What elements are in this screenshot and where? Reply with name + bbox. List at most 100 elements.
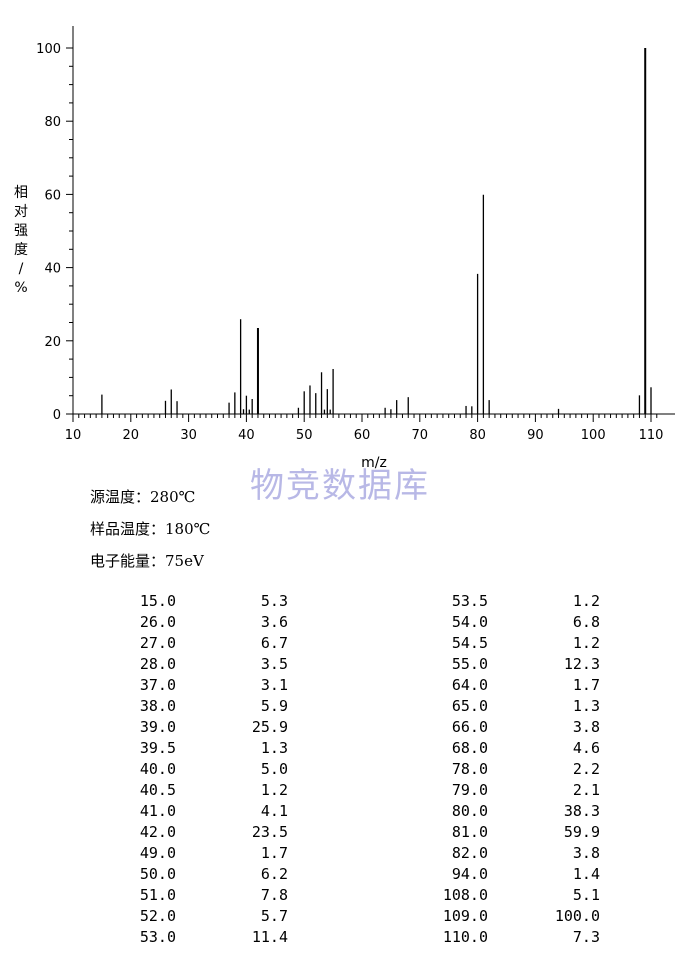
- mz-cell: 51.0: [139, 886, 176, 904]
- y-axis-label-char: 度: [14, 242, 28, 258]
- intensity-cell: 38.3: [563, 802, 600, 820]
- mz-cell: 50.0: [139, 865, 176, 883]
- mz-cell: 41.0: [139, 802, 176, 820]
- intensity-cell: 1.2: [572, 592, 600, 610]
- intensity-cell: 5.3: [260, 592, 288, 610]
- intensity-cell: 3.1: [260, 676, 288, 694]
- table-row: 53.0 11.4: [90, 927, 288, 948]
- watermark-text: 物竞数据库: [250, 466, 430, 506]
- intensity-cell: 3.8: [572, 718, 600, 736]
- intensity-cell: 3.8: [572, 844, 600, 862]
- mz-cell: 55.0: [451, 655, 488, 673]
- table-row: 50.0 6.2: [90, 864, 288, 885]
- x-tick-label: 80: [469, 428, 486, 443]
- intensity-cell: 59.9: [563, 823, 600, 841]
- table-row: 26.0 3.6: [90, 612, 288, 633]
- table-row: 51.0 7.8: [90, 885, 288, 906]
- table-row: 40.5 1.2: [90, 780, 288, 801]
- table-row: 64.0 1.7: [402, 675, 600, 696]
- plot-frame: [72, 26, 675, 415]
- table-row: 38.0 5.9: [90, 696, 288, 717]
- intensity-cell: 1.3: [572, 697, 600, 715]
- mz-cell: 81.0: [451, 823, 488, 841]
- x-tick-label: 70: [412, 428, 429, 443]
- table-row: 82.0 3.8: [402, 843, 600, 864]
- mz-cell: 80.0: [451, 802, 488, 820]
- table-row: 37.0 3.1: [90, 675, 288, 696]
- table-row: 55.0 12.3: [402, 654, 600, 675]
- mz-cell: 66.0: [451, 718, 488, 736]
- y-axis-label-char: 对: [14, 204, 28, 220]
- x-tick-label: 50: [296, 428, 313, 443]
- mz-cell: 39.5: [139, 739, 176, 757]
- intensity-cell: 11.4: [251, 928, 288, 946]
- intensity-cell: 1.3: [260, 739, 288, 757]
- table-row: 15.0 5.3: [90, 591, 288, 612]
- condition-line: 样品温度：180℃: [90, 518, 210, 539]
- table-row: 68.0 4.6: [402, 738, 600, 759]
- intensity-cell: 1.7: [260, 844, 288, 862]
- mz-cell: 27.0: [139, 634, 176, 652]
- intensity-cell: 3.5: [260, 655, 288, 673]
- condition-line: 源温度：280℃: [90, 486, 195, 507]
- condition-value: 75eV: [165, 552, 204, 570]
- table-row: 41.0 4.1: [90, 801, 288, 822]
- intensity-cell: 12.3: [563, 655, 600, 673]
- y-tick-label: 40: [44, 262, 61, 277]
- mz-cell: 109.0: [442, 907, 488, 925]
- condition-value: 180℃: [165, 520, 211, 538]
- condition-line: 电子能量：75eV: [90, 550, 204, 571]
- table-row: 80.0 38.3: [402, 801, 600, 822]
- intensity-cell: 4.6: [572, 739, 600, 757]
- mz-cell: 64.0: [451, 676, 488, 694]
- table-row: 54.5 1.2: [402, 633, 600, 654]
- mz-cell: 37.0: [139, 676, 176, 694]
- table-row: 53.5 1.2: [402, 591, 600, 612]
- y-tick-label: 60: [44, 188, 61, 203]
- x-tick-label: 100: [581, 428, 606, 443]
- x-tick-label: 20: [123, 428, 140, 443]
- mz-cell: 68.0: [451, 739, 488, 757]
- intensity-cell: 7.3: [572, 928, 600, 946]
- mz-cell: 52.0: [139, 907, 176, 925]
- intensity-cell: 5.7: [260, 907, 288, 925]
- table-row: 81.0 59.9: [402, 822, 600, 843]
- y-tick-label: 0: [53, 408, 61, 423]
- x-tick-label: 40: [238, 428, 255, 443]
- table-row: 39.5 1.3: [90, 738, 288, 759]
- intensity-cell: 6.7: [260, 634, 288, 652]
- table-row: 108.0 5.1: [402, 885, 600, 906]
- intensity-cell: 5.1: [572, 886, 600, 904]
- condition-label: 样品温度：: [90, 520, 166, 538]
- intensity-cell: 3.6: [260, 613, 288, 631]
- x-tick-label: 30: [180, 428, 197, 443]
- x-tick-label: 90: [527, 428, 544, 443]
- mz-cell: 49.0: [139, 844, 176, 862]
- x-axis-ticks: 10 20 30 40 50 60 70 80 90 100 110: [65, 414, 663, 443]
- intensity-cell: 1.7: [572, 676, 600, 694]
- mz-cell: 26.0: [139, 613, 176, 631]
- mz-cell: 110.0: [442, 928, 488, 946]
- peak-bars: [101, 48, 652, 414]
- table-row: 52.0 5.7: [90, 906, 288, 927]
- y-tick-label: 20: [44, 335, 61, 350]
- intensity-cell: 5.0: [260, 760, 288, 778]
- x-tick-label: 10: [65, 428, 82, 443]
- intensity-cell: 1.2: [572, 634, 600, 652]
- intensity-cell: 6.8: [572, 613, 600, 631]
- mz-cell: 40.0: [139, 760, 176, 778]
- mz-cell: 79.0: [451, 781, 488, 799]
- mz-cell: 38.0: [139, 697, 176, 715]
- mz-cell: 53.5: [451, 592, 488, 610]
- mz-cell: 39.0: [139, 718, 176, 736]
- mz-cell: 53.0: [139, 928, 176, 946]
- table-row: 40.0 5.0: [90, 759, 288, 780]
- condition-label: 源温度：: [90, 488, 151, 506]
- mz-cell: 15.0: [139, 592, 176, 610]
- table-row: 66.0 3.8: [402, 717, 600, 738]
- intensity-cell: 100.0: [554, 907, 600, 925]
- mz-cell: 42.0: [139, 823, 176, 841]
- peak-table-left: 15.0 5.3 26.0 3.6 27.0 6.7 28.0 3.5 37.0 3.1 38.0 5…: [90, 591, 288, 948]
- intensity-cell: 7.8: [260, 886, 288, 904]
